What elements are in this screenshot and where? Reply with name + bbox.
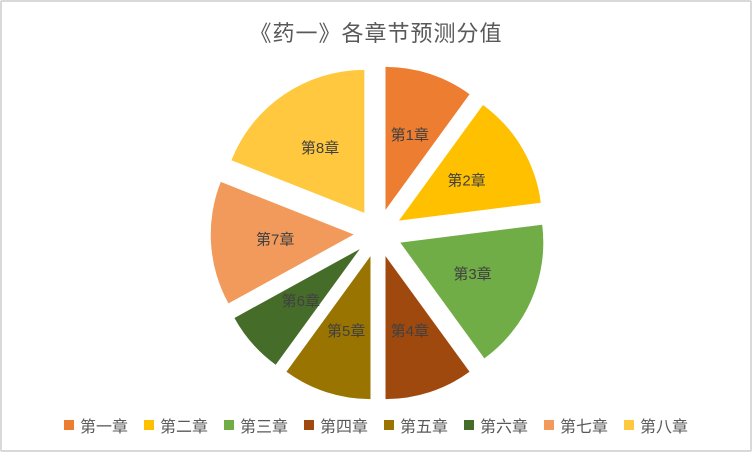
legend-item-2[interactable]: 第二章 [143,413,208,437]
pie-slice-3[interactable] [400,224,544,359]
pie-slice-5[interactable] [286,256,371,400]
legend-swatch-icon [143,420,154,430]
legend-label: 第三章 [239,419,288,436]
legend-label: 第四章 [319,419,368,436]
legend-swatch-icon [544,420,555,430]
legend-item-5[interactable]: 第五章 [384,413,448,437]
pie-slice-2[interactable] [398,104,541,221]
legend-swatch-icon [303,420,314,430]
legend: 第一章 第二章 第三章 第四章 第五章 第六章 第七章 第八章 [2,413,750,437]
legend-label: 第五章 [400,419,449,436]
pie-slice-7[interactable] [210,181,354,304]
legend-label: 第八章 [640,419,689,436]
legend-swatch-icon [223,420,234,430]
slice-label-1: 第1章 [391,126,429,144]
legend-item-8[interactable]: 第八章 [624,413,688,437]
slice-label-8: 第8章 [301,139,339,157]
legend-swatch-icon [624,420,635,430]
pie-slice-8[interactable] [231,69,365,213]
chart-title[interactable]: 《药一》各章节预测分值 [249,21,503,46]
slice-label-3: 第3章 [453,265,491,283]
legend-label: 第二章 [159,419,208,436]
legend-item-1[interactable]: 第一章 [63,413,128,437]
legend-label: 第一章 [79,419,128,436]
legend-item-4[interactable]: 第四章 [303,413,368,437]
legend-item-6[interactable]: 第六章 [464,413,528,437]
legend-label: 第六章 [480,419,529,436]
slice-label-4: 第4章 [391,322,429,340]
slice-label-5: 第5章 [327,322,365,340]
legend-swatch-icon [464,420,475,430]
slice-label-2: 第2章 [447,172,485,190]
legend-item-7[interactable]: 第七章 [544,413,608,437]
slice-label-7: 第7章 [256,231,294,249]
pie-slice-6[interactable] [234,249,360,365]
slice-label-6: 第6章 [282,292,320,310]
legend-swatch-icon [384,420,394,430]
pie-slice-4[interactable] [385,256,470,400]
legend-label: 第七章 [560,419,609,436]
legend-swatch-icon [63,420,74,430]
pie-slice-1[interactable] [385,66,470,210]
legend-item-3[interactable]: 第三章 [223,413,288,437]
